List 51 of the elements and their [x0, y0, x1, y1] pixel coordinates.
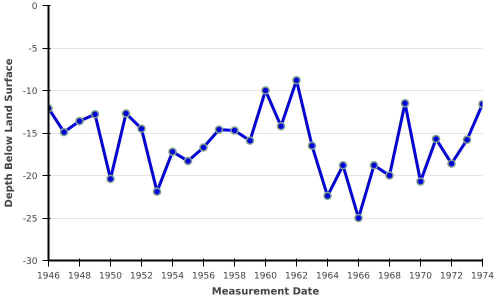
- x-tick-label: 1946: [37, 272, 60, 282]
- point: [447, 159, 456, 168]
- x-axis-title: Measurement Date: [212, 286, 320, 298]
- point: [230, 126, 239, 135]
- x-tick-label: 1966: [347, 272, 370, 282]
- point: [323, 192, 332, 200]
- point: [308, 142, 316, 150]
- x-tick-label: 1958: [223, 272, 246, 282]
- x-tick-label: 1970: [409, 272, 432, 282]
- x-tick-label: 1968: [378, 272, 402, 282]
- point: [184, 156, 192, 166]
- point: [199, 143, 208, 152]
- point: [292, 76, 301, 85]
- point: [462, 136, 472, 144]
- point: [354, 214, 363, 222]
- point: [385, 171, 394, 180]
- point: [276, 122, 286, 130]
- point: [168, 147, 177, 156]
- x-tick-label: 1952: [130, 272, 153, 282]
- point: [432, 134, 440, 144]
- point: [214, 125, 224, 134]
- x-tick-label: 1956: [192, 272, 216, 282]
- y-tick-label: -20: [22, 172, 38, 182]
- y-axis-title: Depth Below Land Surface: [4, 58, 15, 208]
- y-tick-label: -10: [22, 87, 38, 97]
- x-tick-label: 1954: [161, 272, 184, 282]
- x-tick-label: 1948: [68, 272, 92, 282]
- point: [416, 177, 425, 186]
- y-tick-label: 0: [32, 2, 38, 12]
- point: [261, 86, 270, 95]
- point: [400, 99, 410, 108]
- x-tick-label: 1972: [440, 272, 463, 282]
- x-tick-label: 1964: [316, 272, 340, 282]
- y-tick-label: -25: [22, 214, 38, 224]
- point: [338, 161, 348, 170]
- x-tick-label: 1974: [471, 272, 494, 282]
- point: [246, 136, 254, 145]
- y-tick-label: -30: [22, 257, 38, 267]
- x-tick-label: 1950: [99, 272, 122, 282]
- point: [152, 187, 162, 196]
- point: [90, 110, 100, 119]
- point: [75, 116, 84, 126]
- point: [106, 174, 115, 184]
- x-tick-label: 1960: [254, 272, 278, 282]
- point: [370, 161, 378, 170]
- y-tick-label: -15: [22, 130, 38, 140]
- point: [60, 128, 68, 136]
- x-tick-label: 1962: [285, 272, 308, 282]
- y-tick-label: -5: [28, 44, 38, 54]
- point: [122, 109, 130, 118]
- point: [137, 124, 146, 133]
